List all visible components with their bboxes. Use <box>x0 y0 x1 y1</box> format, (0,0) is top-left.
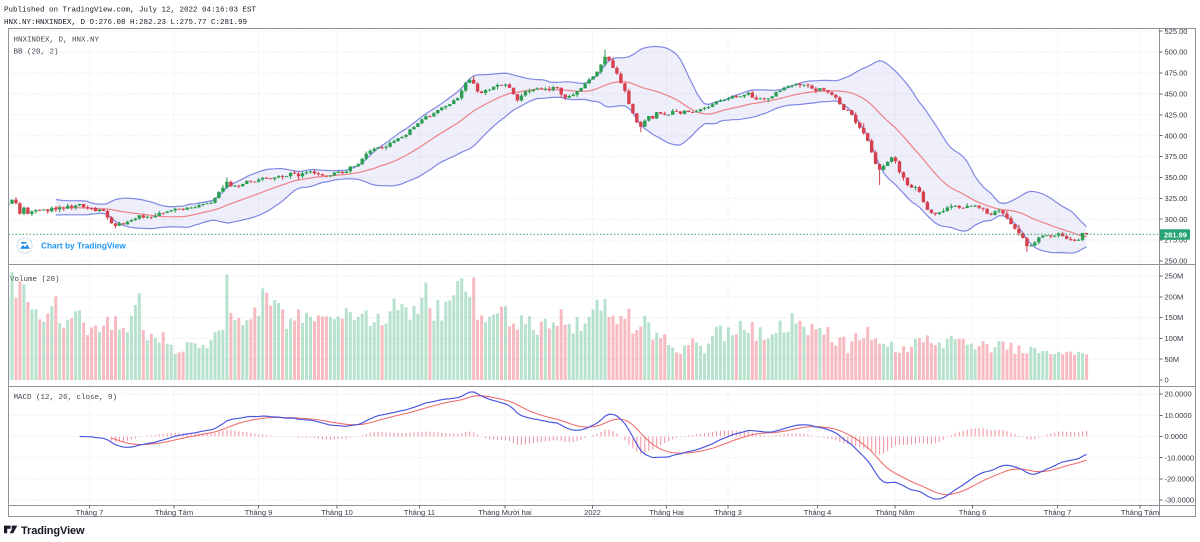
svg-text:Tháng 7: Tháng 7 <box>1044 508 1072 517</box>
svg-text:Tháng Hai: Tháng Hai <box>649 508 684 517</box>
svg-text:BB (20, 2): BB (20, 2) <box>14 49 59 57</box>
svg-text:425.00: 425.00 <box>1165 110 1188 119</box>
svg-text:250.00: 250.00 <box>1165 257 1188 266</box>
svg-text:250M: 250M <box>1165 272 1184 281</box>
svg-text:Tháng Tám: Tháng Tám <box>1121 508 1159 517</box>
svg-text:Tháng Mười hai: Tháng Mười hai <box>478 508 532 517</box>
svg-text:Tháng Năm: Tháng Năm <box>875 508 914 517</box>
svg-text:Tháng 11: Tháng 11 <box>404 508 435 517</box>
svg-text:400.00: 400.00 <box>1165 131 1188 140</box>
svg-text:275.00: 275.00 <box>1165 236 1188 245</box>
svg-text:325.00: 325.00 <box>1165 194 1188 203</box>
svg-text:Tháng 4: Tháng 4 <box>804 508 832 517</box>
svg-text:100M: 100M <box>1165 334 1184 343</box>
svg-text:350.00: 350.00 <box>1165 173 1188 182</box>
svg-text:-20.0000: -20.0000 <box>1165 475 1195 484</box>
svg-text:375.00: 375.00 <box>1165 152 1188 161</box>
svg-text:300.00: 300.00 <box>1165 215 1188 224</box>
svg-text:HNX.NY:HNXINDEX, D O:276.08 H:: HNX.NY:HNXINDEX, D O:276.08 H:282.23 L:2… <box>4 19 247 27</box>
svg-text:MACD (12, 26, close, 9): MACD (12, 26, close, 9) <box>14 394 118 402</box>
svg-text:2022: 2022 <box>584 508 601 517</box>
svg-text:-10.0000: -10.0000 <box>1165 453 1195 462</box>
svg-text:450.00: 450.00 <box>1165 90 1188 99</box>
svg-text:0: 0 <box>1165 376 1169 385</box>
svg-text:Tháng 9: Tháng 9 <box>245 508 273 517</box>
svg-text:HNXINDEX, D, HNX.NY: HNXINDEX, D, HNX.NY <box>14 37 100 45</box>
svg-text:500.00: 500.00 <box>1165 48 1188 57</box>
svg-text:20.0000: 20.0000 <box>1165 390 1192 399</box>
svg-text:200M: 200M <box>1165 292 1184 301</box>
svg-text:281.99: 281.99 <box>1164 231 1187 240</box>
svg-text:Chart by TradingView: Chart by TradingView <box>41 241 126 251</box>
svg-text:525.00: 525.00 <box>1165 27 1188 36</box>
svg-text:Tháng 3: Tháng 3 <box>714 508 742 517</box>
svg-text:Published on TradingView.com,: Published on TradingView.com, July 12, 2… <box>4 7 257 15</box>
svg-text:10.0000: 10.0000 <box>1165 411 1192 420</box>
svg-text:475.00: 475.00 <box>1165 69 1188 78</box>
svg-text:Tháng 7: Tháng 7 <box>76 508 104 517</box>
svg-text:Tháng 6: Tháng 6 <box>959 508 987 517</box>
svg-text:Tháng 10: Tháng 10 <box>321 508 353 517</box>
svg-text:0.0000: 0.0000 <box>1165 432 1188 441</box>
svg-text:Volume (20): Volume (20) <box>10 276 60 284</box>
svg-text:Tháng Tám: Tháng Tám <box>155 508 193 517</box>
svg-text:150M: 150M <box>1165 313 1184 322</box>
svg-text:TradingView: TradingView <box>21 525 85 537</box>
svg-text:50M: 50M <box>1165 355 1180 364</box>
svg-text:-30.0000: -30.0000 <box>1165 496 1195 505</box>
